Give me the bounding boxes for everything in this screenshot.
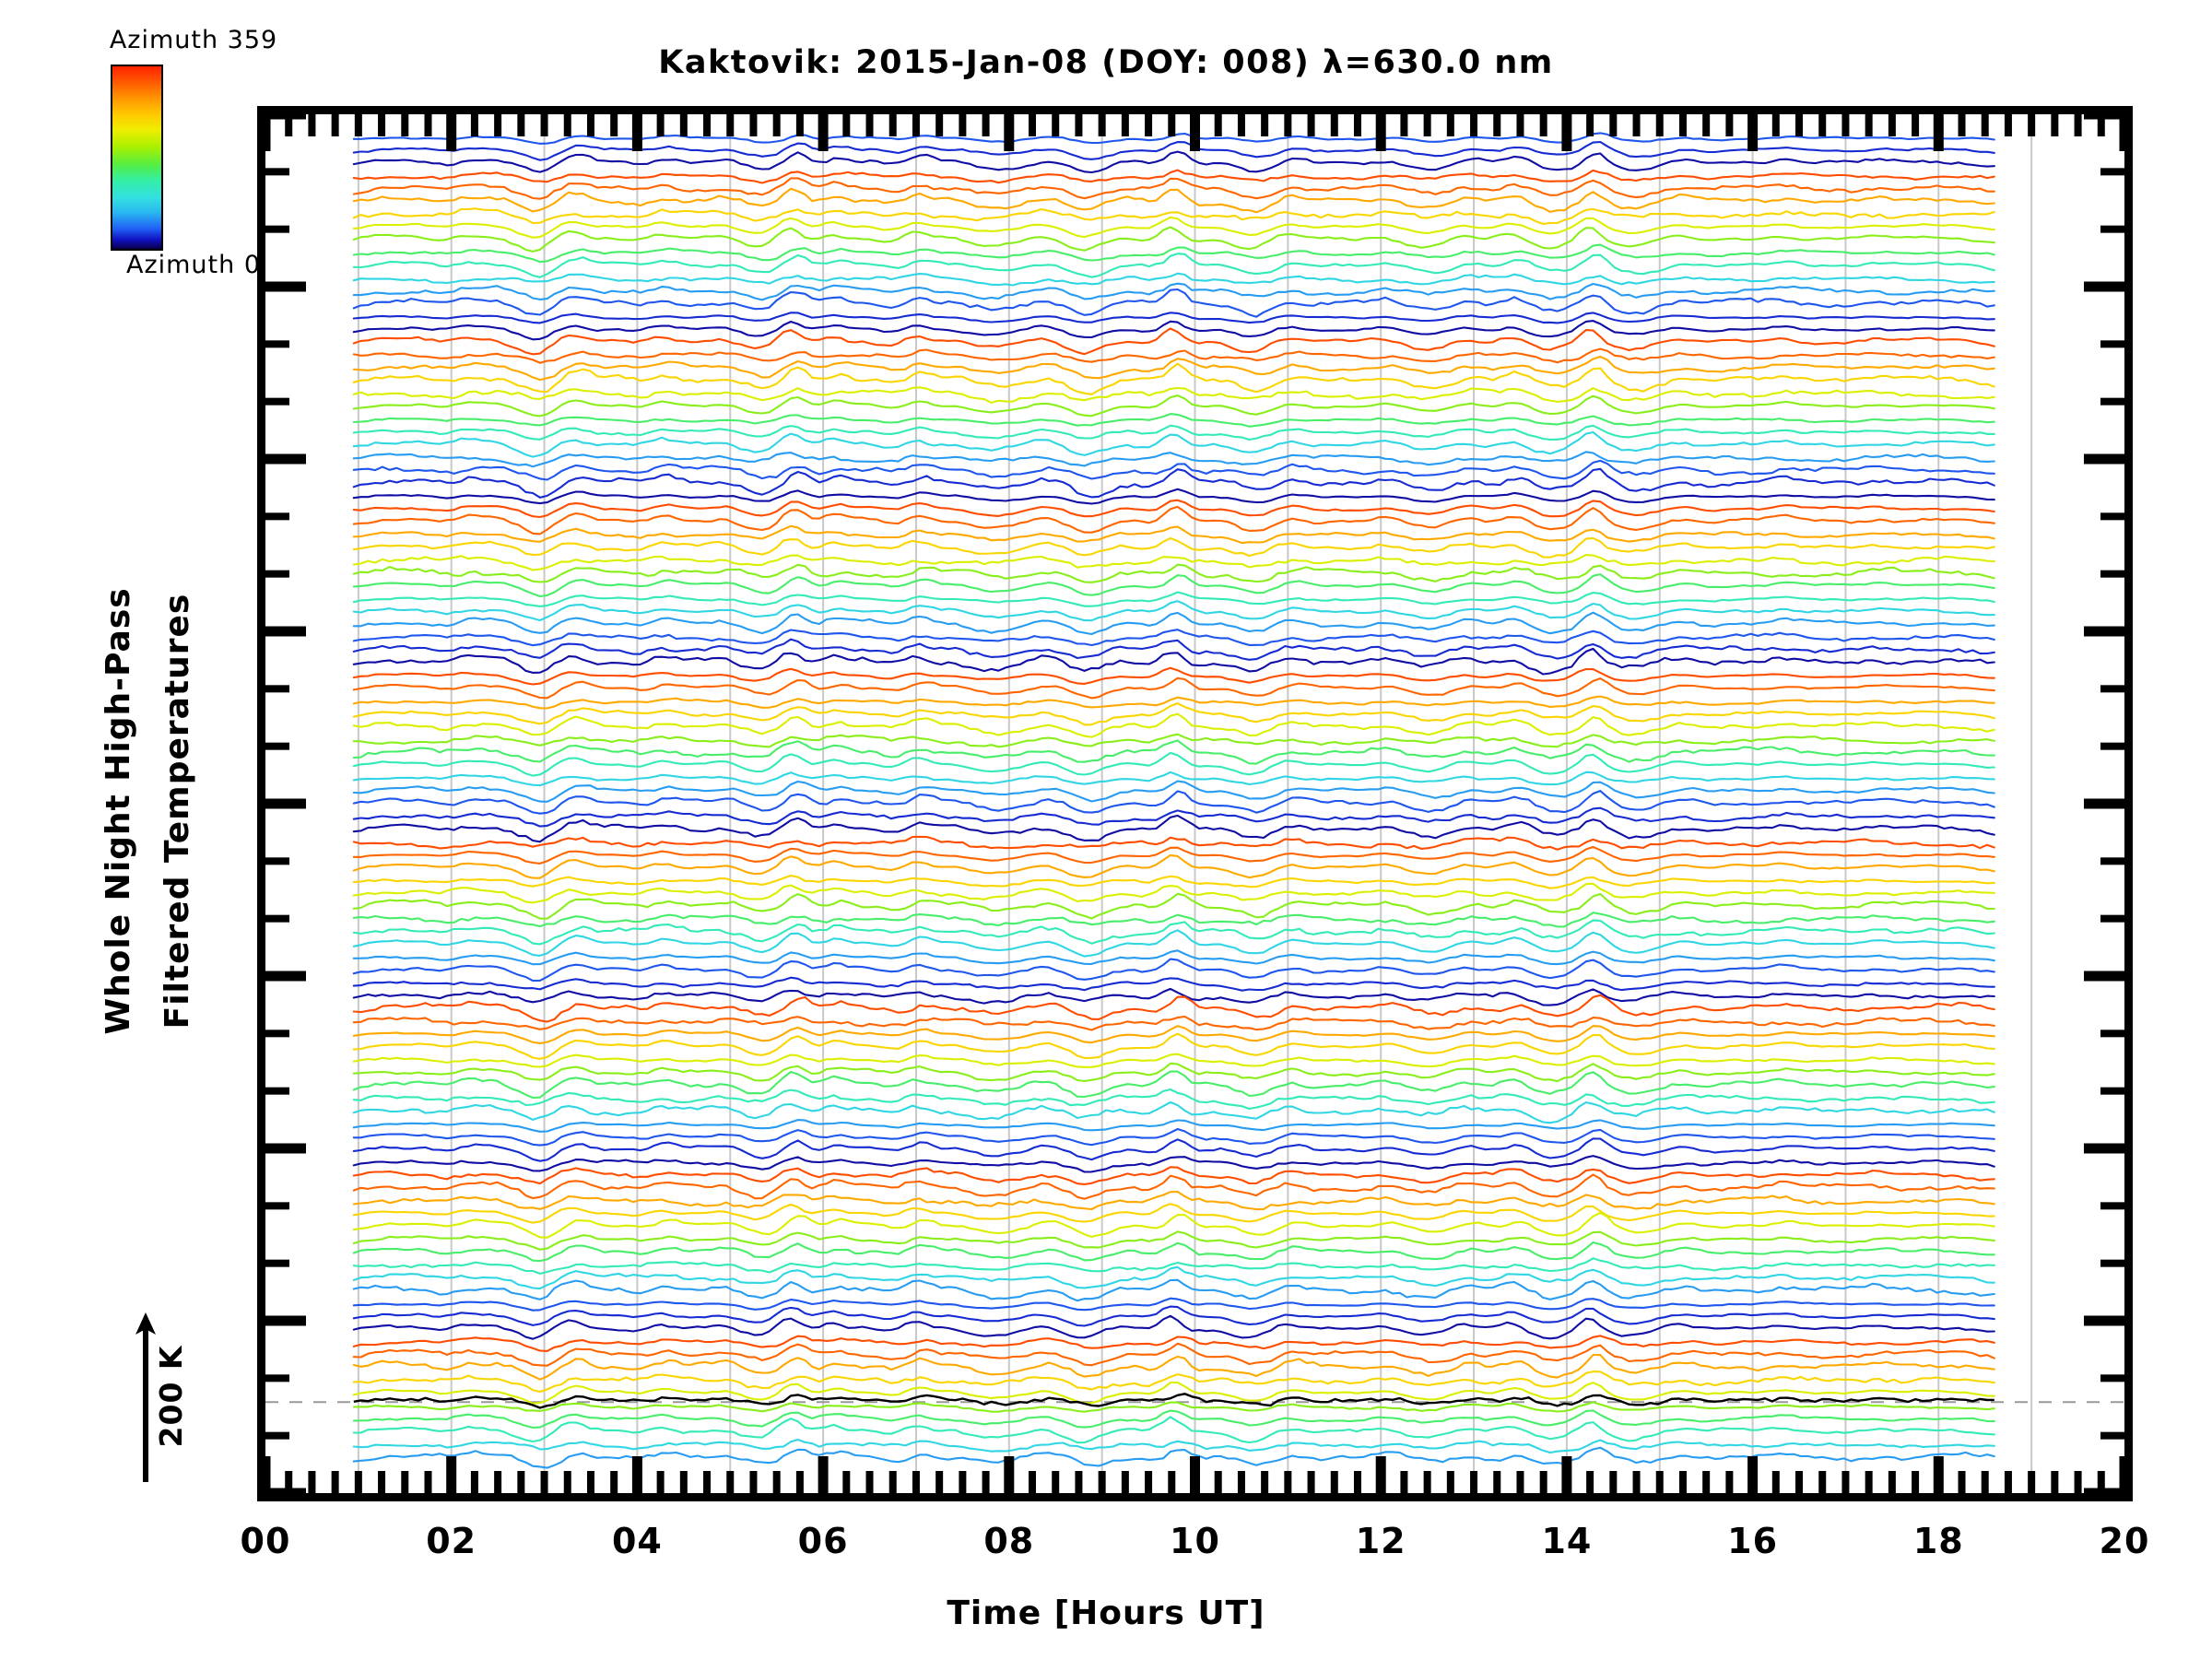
up-arrow-icon	[135, 1312, 156, 1482]
x-axis-label: Time [Hours UT]	[947, 1594, 1265, 1632]
x-tick-label: 14	[1541, 1521, 1593, 1561]
x-tick-label: 08	[983, 1521, 1035, 1561]
colorbar-gradient	[111, 65, 163, 251]
x-tick-label: 00	[240, 1521, 291, 1561]
x-tick-label: 06	[797, 1521, 849, 1561]
page-title: Kaktovik: 2015-Jan-08 (DOY: 008) λ=630.0…	[658, 44, 1554, 81]
x-tick-label: 10	[1170, 1521, 1220, 1561]
scale-bar: 200 K	[129, 1309, 267, 1484]
x-tick-label: 02	[426, 1521, 477, 1561]
x-tick-label: 16	[1727, 1521, 1779, 1561]
x-tick-label: 12	[1355, 1521, 1406, 1561]
colorbar-min-label: Azimuth 0	[125, 251, 262, 279]
x-tick-label: 04	[611, 1521, 663, 1561]
azimuth-colorbar-legend: Azimuth 359 Azimuth 0	[0, 0, 387, 304]
colorbar-max-label: Azimuth 359	[109, 26, 278, 54]
axis-frame	[257, 106, 2133, 1501]
data-traces	[352, 132, 1995, 1469]
x-tick-label: 18	[1912, 1521, 1964, 1561]
x-tick-label: 20	[2099, 1521, 2150, 1561]
